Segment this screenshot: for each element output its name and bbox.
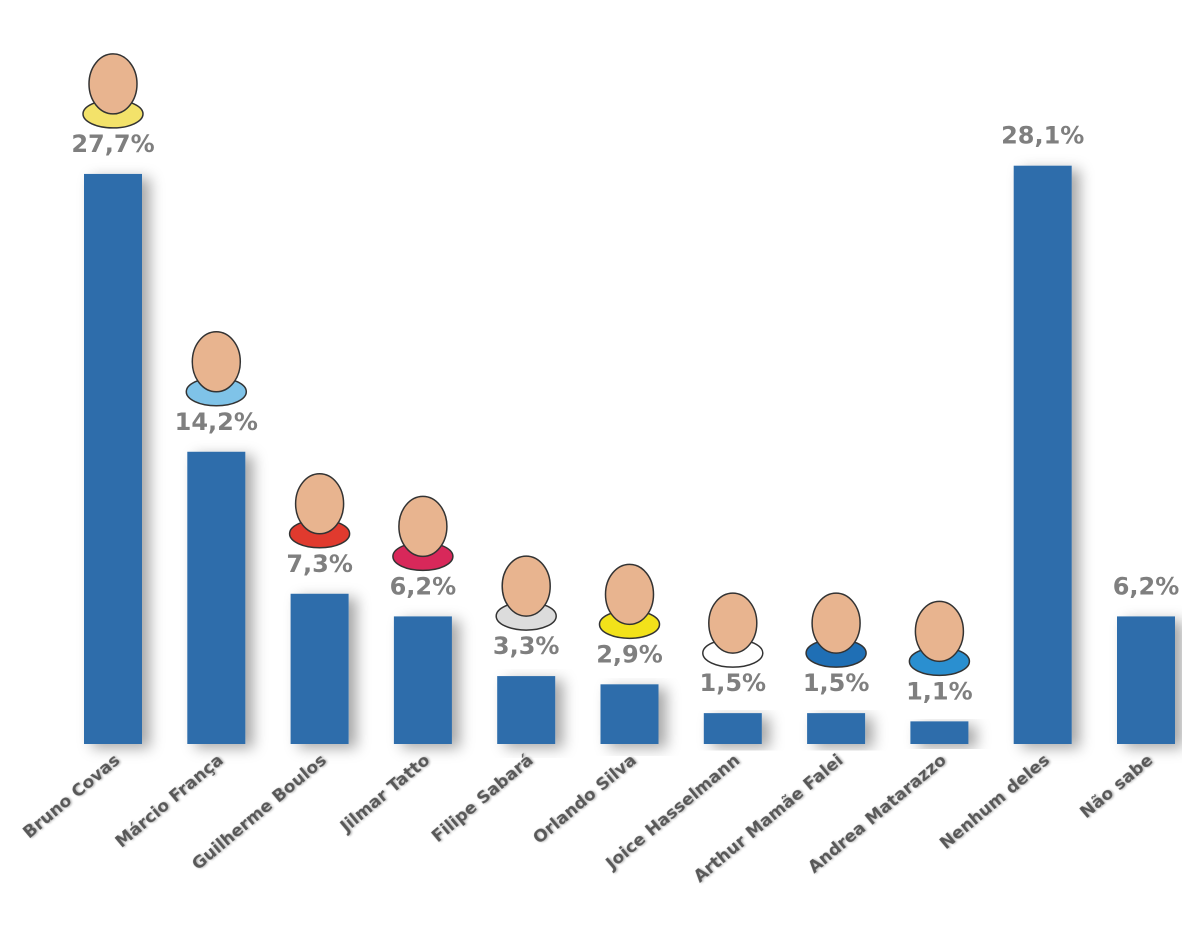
caricature bbox=[702, 592, 764, 668]
caricature bbox=[598, 563, 661, 640]
bar bbox=[84, 173, 142, 744]
bar bbox=[807, 713, 866, 744]
bar bbox=[1117, 616, 1175, 744]
caricature-face bbox=[88, 53, 138, 115]
value-label: 7,3% bbox=[286, 550, 353, 578]
bar bbox=[1013, 165, 1072, 744]
x-tick-label: Jilmar Tatto bbox=[336, 751, 434, 838]
x-tick-label: Filipe Sabará bbox=[428, 751, 537, 847]
bar bbox=[393, 616, 452, 744]
value-label: 6,2% bbox=[1113, 572, 1180, 600]
bar bbox=[910, 721, 969, 744]
caricature bbox=[185, 331, 248, 407]
value-label: 1,1% bbox=[906, 677, 973, 705]
value-label: 1,5% bbox=[803, 669, 870, 697]
x-tick-label: Não sabe bbox=[1076, 751, 1157, 823]
caricature bbox=[805, 592, 867, 668]
bar bbox=[600, 684, 659, 744]
bar bbox=[187, 451, 246, 744]
bar bbox=[497, 676, 556, 744]
value-label: 28,1% bbox=[1001, 122, 1084, 150]
caricature-face bbox=[914, 600, 965, 663]
caricature-face bbox=[191, 331, 242, 393]
caricature bbox=[495, 555, 557, 631]
caricature bbox=[908, 600, 971, 677]
caricature-face bbox=[708, 592, 758, 654]
caricature-face bbox=[398, 495, 448, 558]
caricature-face bbox=[294, 473, 345, 535]
x-tick-label: Márcio França bbox=[112, 751, 228, 853]
x-tick-label: Nenhum deles bbox=[936, 751, 1054, 854]
caricature bbox=[392, 495, 454, 572]
caricature bbox=[288, 473, 351, 549]
x-tick-label: Orlando Silva bbox=[529, 751, 640, 849]
value-label: 27,7% bbox=[71, 130, 154, 158]
value-label: 6,2% bbox=[390, 572, 457, 600]
caricature-face bbox=[811, 592, 861, 654]
bar bbox=[290, 593, 349, 744]
caricature bbox=[82, 53, 144, 129]
value-label: 2,9% bbox=[596, 640, 663, 668]
value-label: 3,3% bbox=[493, 632, 560, 660]
caricature-face bbox=[604, 563, 655, 626]
x-tick-label: Bruno Covas bbox=[19, 751, 124, 843]
value-label: 14,2% bbox=[175, 408, 258, 436]
caricature-face bbox=[501, 555, 551, 617]
bar bbox=[703, 713, 762, 744]
value-label: 1,5% bbox=[700, 669, 767, 697]
